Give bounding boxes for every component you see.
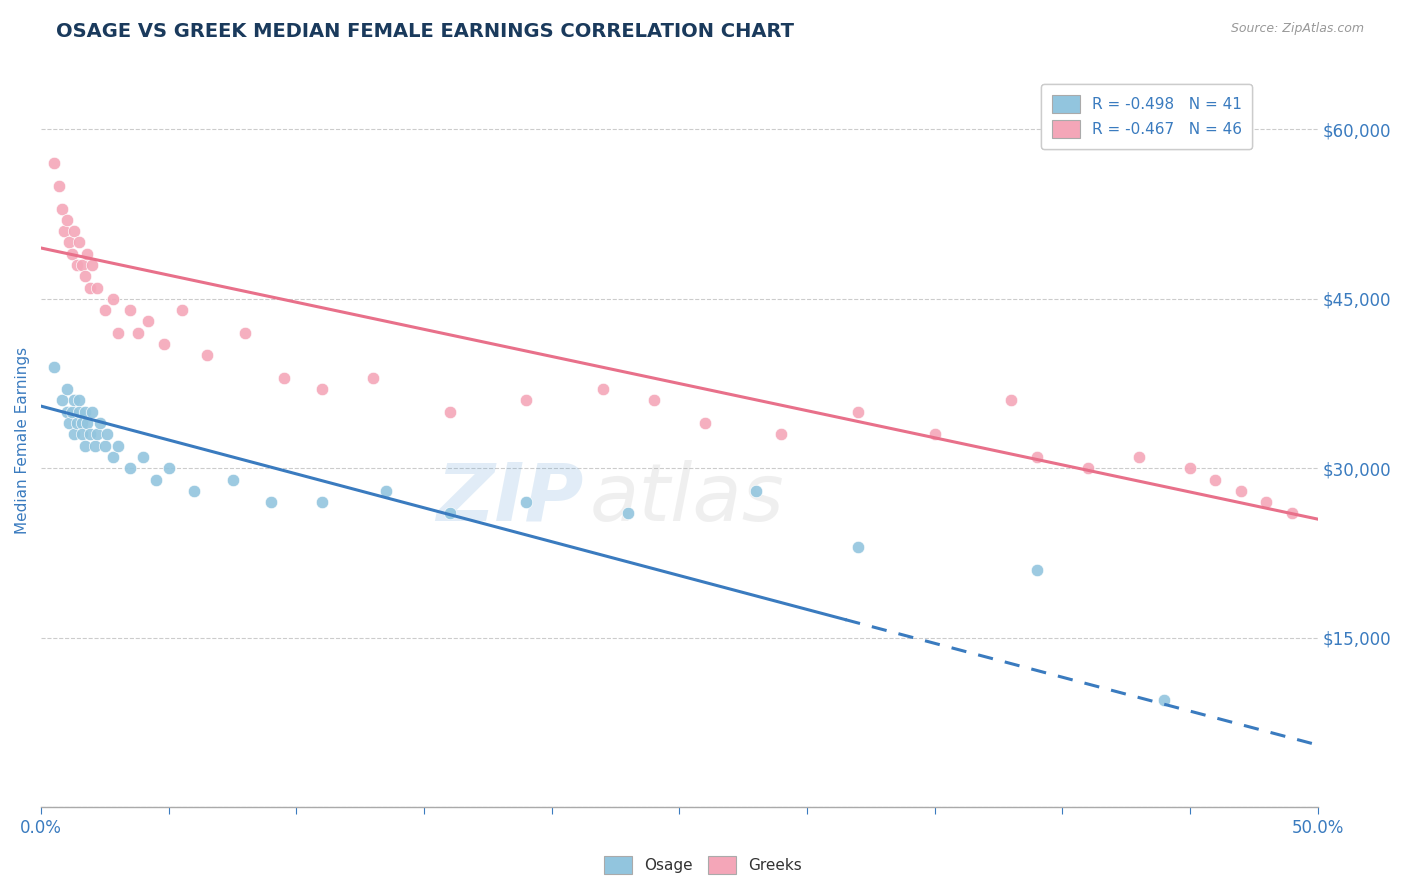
Point bbox=[70, 258, 93, 272]
Point bbox=[67, 405, 90, 419]
Point bbox=[55, 405, 77, 419]
Point bbox=[136, 314, 159, 328]
Point bbox=[51, 202, 73, 216]
Point bbox=[53, 224, 76, 238]
Point bbox=[60, 405, 83, 419]
Point bbox=[311, 495, 333, 509]
Point bbox=[617, 507, 640, 521]
Point bbox=[70, 427, 93, 442]
Point bbox=[1204, 473, 1226, 487]
Point bbox=[374, 483, 396, 498]
Point bbox=[83, 439, 105, 453]
Point bbox=[89, 416, 111, 430]
Point bbox=[94, 303, 117, 318]
Point bbox=[1000, 393, 1022, 408]
Point bbox=[361, 371, 384, 385]
Point bbox=[66, 258, 89, 272]
Point bbox=[79, 427, 101, 442]
Point bbox=[157, 461, 180, 475]
Point bbox=[233, 326, 256, 340]
Point bbox=[1230, 483, 1253, 498]
Point bbox=[86, 280, 108, 294]
Point bbox=[82, 405, 104, 419]
Point bbox=[107, 326, 129, 340]
Point bbox=[515, 393, 537, 408]
Point bbox=[1281, 507, 1303, 521]
Point bbox=[152, 337, 174, 351]
Point bbox=[439, 507, 461, 521]
Point bbox=[73, 269, 96, 284]
Point bbox=[260, 495, 283, 509]
Point bbox=[73, 405, 96, 419]
Point bbox=[1128, 450, 1150, 464]
Point bbox=[120, 303, 142, 318]
Point bbox=[63, 427, 86, 442]
Point bbox=[76, 416, 98, 430]
Text: OSAGE VS GREEK MEDIAN FEMALE EARNINGS CORRELATION CHART: OSAGE VS GREEK MEDIAN FEMALE EARNINGS CO… bbox=[56, 22, 794, 41]
Point bbox=[145, 473, 167, 487]
Point bbox=[1178, 461, 1201, 475]
Point bbox=[924, 427, 946, 442]
Point bbox=[86, 427, 108, 442]
Point bbox=[132, 450, 155, 464]
Y-axis label: Median Female Earnings: Median Female Earnings bbox=[15, 346, 30, 533]
Point bbox=[101, 450, 124, 464]
Point bbox=[63, 393, 86, 408]
Point bbox=[120, 461, 142, 475]
Legend: R = -0.498   N = 41, R = -0.467   N = 46: R = -0.498 N = 41, R = -0.467 N = 46 bbox=[1042, 84, 1253, 149]
Point bbox=[76, 246, 98, 260]
Point bbox=[1077, 461, 1099, 475]
Point bbox=[311, 382, 333, 396]
Point bbox=[79, 280, 101, 294]
Point bbox=[66, 416, 89, 430]
Point bbox=[183, 483, 205, 498]
Point bbox=[221, 473, 243, 487]
Point bbox=[127, 326, 149, 340]
Point bbox=[643, 393, 665, 408]
Point bbox=[515, 495, 537, 509]
Point bbox=[107, 439, 129, 453]
Point bbox=[42, 156, 65, 170]
Point bbox=[67, 235, 90, 250]
Point bbox=[70, 416, 93, 430]
Point bbox=[67, 393, 90, 408]
Text: atlas: atlas bbox=[591, 459, 785, 538]
Legend: Osage, Greeks: Osage, Greeks bbox=[599, 850, 807, 880]
Point bbox=[101, 292, 124, 306]
Point bbox=[846, 405, 869, 419]
Point bbox=[96, 427, 118, 442]
Point bbox=[1025, 563, 1047, 577]
Point bbox=[1153, 692, 1175, 706]
Text: Source: ZipAtlas.com: Source: ZipAtlas.com bbox=[1230, 22, 1364, 36]
Point bbox=[82, 258, 104, 272]
Point bbox=[1256, 495, 1278, 509]
Point bbox=[1025, 450, 1047, 464]
Point bbox=[195, 348, 218, 362]
Point bbox=[94, 439, 117, 453]
Point bbox=[745, 483, 768, 498]
Point bbox=[55, 382, 77, 396]
Point bbox=[170, 303, 193, 318]
Point bbox=[770, 427, 793, 442]
Point bbox=[63, 224, 86, 238]
Point bbox=[51, 393, 73, 408]
Point bbox=[439, 405, 461, 419]
Point bbox=[273, 371, 295, 385]
Point bbox=[60, 246, 83, 260]
Point bbox=[73, 439, 96, 453]
Point bbox=[693, 416, 716, 430]
Point bbox=[58, 235, 80, 250]
Point bbox=[48, 178, 70, 193]
Point bbox=[592, 382, 614, 396]
Point bbox=[42, 359, 65, 374]
Point bbox=[55, 212, 77, 227]
Point bbox=[58, 416, 80, 430]
Text: ZIP: ZIP bbox=[436, 459, 583, 538]
Point bbox=[846, 541, 869, 555]
